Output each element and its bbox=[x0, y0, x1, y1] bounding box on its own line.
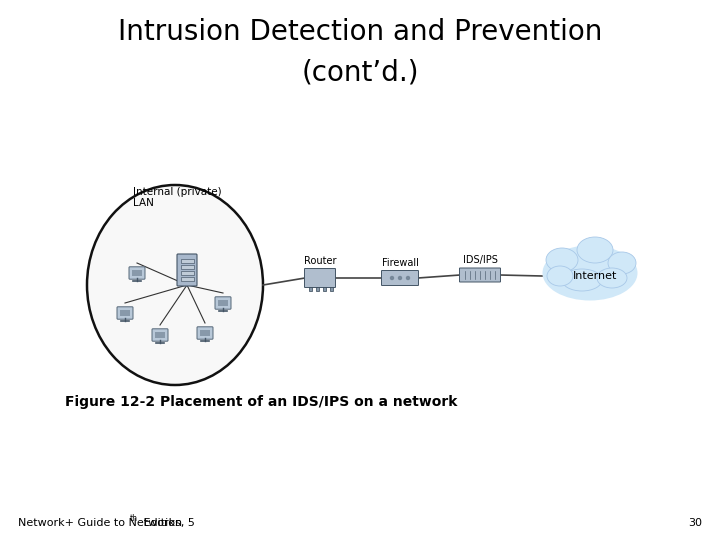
FancyBboxPatch shape bbox=[120, 309, 130, 316]
FancyBboxPatch shape bbox=[215, 297, 231, 309]
FancyBboxPatch shape bbox=[181, 259, 194, 262]
Circle shape bbox=[390, 276, 394, 280]
FancyBboxPatch shape bbox=[177, 254, 197, 286]
Text: Edition: Edition bbox=[140, 518, 182, 528]
Text: Router: Router bbox=[304, 256, 336, 266]
Ellipse shape bbox=[577, 237, 613, 263]
Ellipse shape bbox=[608, 252, 636, 274]
Text: Network+ Guide to Networks, 5: Network+ Guide to Networks, 5 bbox=[18, 518, 195, 528]
Ellipse shape bbox=[597, 268, 627, 288]
Text: 30: 30 bbox=[688, 518, 702, 528]
FancyBboxPatch shape bbox=[155, 332, 165, 339]
Text: Internal (private): Internal (private) bbox=[133, 187, 222, 197]
Text: (cont’d.): (cont’d.) bbox=[301, 58, 419, 86]
FancyBboxPatch shape bbox=[197, 327, 213, 339]
Text: LAN: LAN bbox=[133, 198, 154, 208]
FancyBboxPatch shape bbox=[152, 329, 168, 341]
Ellipse shape bbox=[547, 266, 573, 286]
Text: Internet: Internet bbox=[573, 271, 617, 281]
FancyBboxPatch shape bbox=[200, 329, 210, 336]
Circle shape bbox=[398, 276, 402, 280]
Bar bbox=[308, 287, 312, 291]
FancyBboxPatch shape bbox=[459, 268, 500, 282]
Bar bbox=[315, 287, 318, 291]
Bar bbox=[330, 287, 333, 291]
FancyBboxPatch shape bbox=[129, 267, 145, 279]
Ellipse shape bbox=[562, 269, 602, 291]
FancyBboxPatch shape bbox=[382, 271, 418, 286]
Text: Intrusion Detection and Prevention: Intrusion Detection and Prevention bbox=[118, 18, 602, 46]
Bar bbox=[323, 287, 325, 291]
FancyBboxPatch shape bbox=[117, 307, 133, 319]
Ellipse shape bbox=[87, 185, 263, 385]
FancyBboxPatch shape bbox=[181, 271, 194, 274]
FancyBboxPatch shape bbox=[181, 265, 194, 268]
Text: IDS/IPS: IDS/IPS bbox=[462, 255, 498, 266]
FancyBboxPatch shape bbox=[181, 277, 194, 280]
Text: th: th bbox=[130, 514, 138, 523]
FancyBboxPatch shape bbox=[305, 268, 336, 287]
Ellipse shape bbox=[542, 246, 637, 300]
Circle shape bbox=[407, 276, 410, 280]
Ellipse shape bbox=[546, 248, 578, 272]
Text: Figure 12-2 Placement of an IDS/IPS on a network: Figure 12-2 Placement of an IDS/IPS on a… bbox=[65, 395, 457, 409]
FancyBboxPatch shape bbox=[218, 300, 228, 306]
Text: Firewall: Firewall bbox=[382, 258, 418, 268]
FancyBboxPatch shape bbox=[132, 269, 143, 276]
